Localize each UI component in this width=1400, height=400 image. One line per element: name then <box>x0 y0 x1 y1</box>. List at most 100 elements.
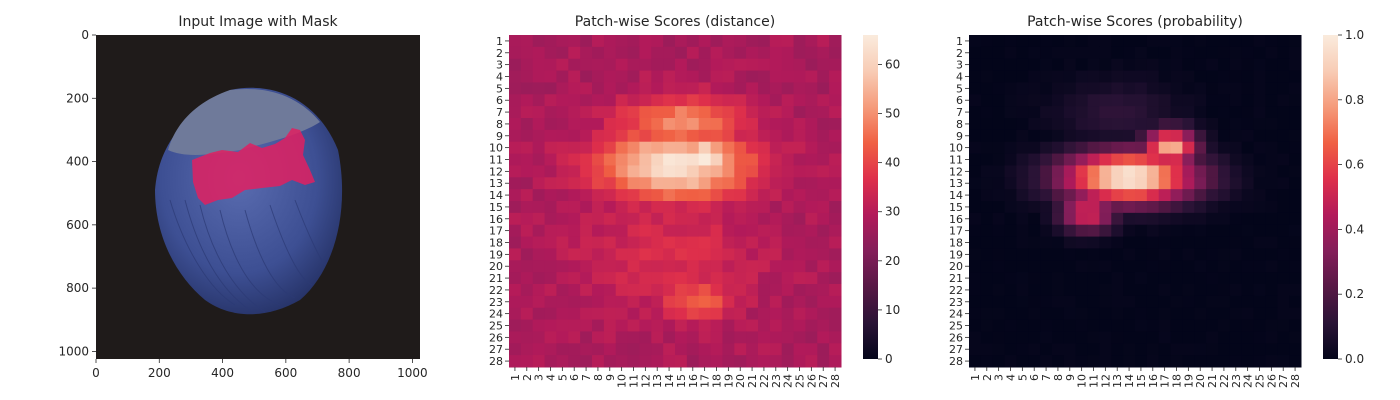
heatmap-cell <box>722 165 735 178</box>
heatmap-cell <box>1265 106 1278 119</box>
heatmap-cell <box>556 343 569 356</box>
heatmap-cell <box>734 343 747 356</box>
heatmap-cell <box>639 307 652 321</box>
heatmap-cell <box>1194 165 1207 178</box>
heatmap-cell <box>544 141 557 155</box>
heatmap-cell <box>1052 331 1065 344</box>
heatmap-cell <box>769 307 783 321</box>
heatmap-cell <box>686 224 700 238</box>
heatmap-cell <box>734 70 747 83</box>
heatmap-cell <box>627 260 640 273</box>
heatmap-cell <box>1146 94 1160 107</box>
heatmap-cell <box>1075 201 1089 214</box>
heatmap-cell <box>769 141 783 155</box>
heatmap-cell <box>746 129 759 143</box>
heatmap-cell <box>1099 260 1112 273</box>
heatmap-cell <box>1028 70 1041 83</box>
heatmap-cell <box>1075 212 1089 226</box>
heatmap-cell <box>663 94 676 107</box>
heatmap-cell <box>592 224 605 238</box>
heatmap-cell <box>1265 319 1278 332</box>
heatmap-cell <box>1135 331 1148 344</box>
heatmap-cell <box>1087 141 1100 155</box>
heatmap-cell <box>781 153 795 166</box>
heatmap-cell <box>992 201 1006 214</box>
heatmap-cell <box>793 295 806 309</box>
heatmap-cell <box>556 189 569 202</box>
heatmap-cell <box>592 82 605 95</box>
heatmap-cell <box>615 35 629 48</box>
heatmap-cell <box>1028 201 1041 214</box>
heatmap-cell <box>1218 82 1231 95</box>
heatmap-cell <box>509 260 522 273</box>
x-tick-label: 17 <box>1159 374 1172 388</box>
heatmap-cell <box>1158 141 1172 155</box>
y-tick-label: 6 <box>956 94 963 107</box>
heatmap-cell <box>1135 343 1148 356</box>
heatmap-cell <box>1206 153 1219 166</box>
heatmap-cell <box>1063 165 1077 178</box>
probability-colorbar <box>1323 35 1338 359</box>
y-tick-label: 7 <box>496 106 503 119</box>
x-tick-label: 10 <box>616 374 629 388</box>
heatmap-cell <box>969 35 982 48</box>
heatmap-cell <box>1241 272 1255 285</box>
heatmap-cell <box>639 46 652 60</box>
heatmap-cell <box>1146 82 1160 95</box>
y-tick-label: 21 <box>489 272 503 285</box>
heatmap-cell <box>1146 272 1160 285</box>
heatmap-cell <box>793 355 806 368</box>
heatmap-cell <box>1158 153 1172 166</box>
heatmap-cell <box>1099 165 1112 178</box>
heatmap-cell <box>1123 189 1136 202</box>
heatmap-cell <box>1004 319 1017 332</box>
heatmap-cell <box>1218 189 1231 202</box>
heatmap-cell <box>1028 224 1041 238</box>
heatmap-cell <box>698 106 712 119</box>
heatmap-cell <box>1253 70 1266 83</box>
heatmap-cell <box>1063 153 1077 166</box>
heatmap-cell <box>969 331 982 344</box>
y-tick-label: 5 <box>956 82 963 95</box>
heatmap-cell <box>639 236 652 249</box>
heatmap-cell <box>1087 272 1100 285</box>
heatmap-cell <box>1265 201 1278 214</box>
heatmap-cell <box>1218 236 1231 249</box>
heatmap-cell <box>805 177 818 190</box>
x-tick-label: 1000 <box>397 366 428 380</box>
heatmap-cell <box>1146 248 1160 261</box>
y-tick-label: 20 <box>949 260 963 273</box>
heatmap-cell <box>1194 355 1207 368</box>
heatmap-cell <box>980 355 994 368</box>
heatmap-cell <box>1206 94 1219 107</box>
heatmap-cell <box>1052 355 1065 368</box>
x-tick-label: 16 <box>687 374 700 388</box>
x-tick-label: 12 <box>1099 374 1112 388</box>
heatmap-cell <box>651 46 664 60</box>
heatmap-cell <box>509 58 522 72</box>
heatmap-cell <box>817 58 830 72</box>
heatmap-cell <box>1241 82 1255 95</box>
heatmap-cell <box>663 331 676 344</box>
heatmap-cell <box>1253 295 1266 309</box>
heatmap-cell <box>592 201 605 214</box>
heatmap-cell <box>746 201 759 214</box>
heatmap-cell <box>1194 118 1207 131</box>
heatmap-cell <box>532 82 546 95</box>
heatmap-cell <box>520 260 534 273</box>
heatmap-cell <box>639 129 652 143</box>
y-tick-label: 1000 <box>58 344 89 358</box>
heatmap-cell <box>1111 35 1124 48</box>
heatmap-cell <box>580 295 593 309</box>
heatmap-cell <box>686 141 700 155</box>
heatmap-cell <box>1146 35 1160 48</box>
heatmap-cell <box>969 272 982 285</box>
heatmap-cell <box>992 153 1006 166</box>
heatmap-cell <box>1075 343 1089 356</box>
heatmap-cell <box>1111 295 1124 309</box>
heatmap-cell <box>1194 331 1207 344</box>
heatmap-cell <box>1016 58 1029 72</box>
heatmap-cell <box>1075 224 1089 238</box>
heatmap-cell <box>627 307 640 321</box>
heatmap-cell <box>1158 236 1172 249</box>
